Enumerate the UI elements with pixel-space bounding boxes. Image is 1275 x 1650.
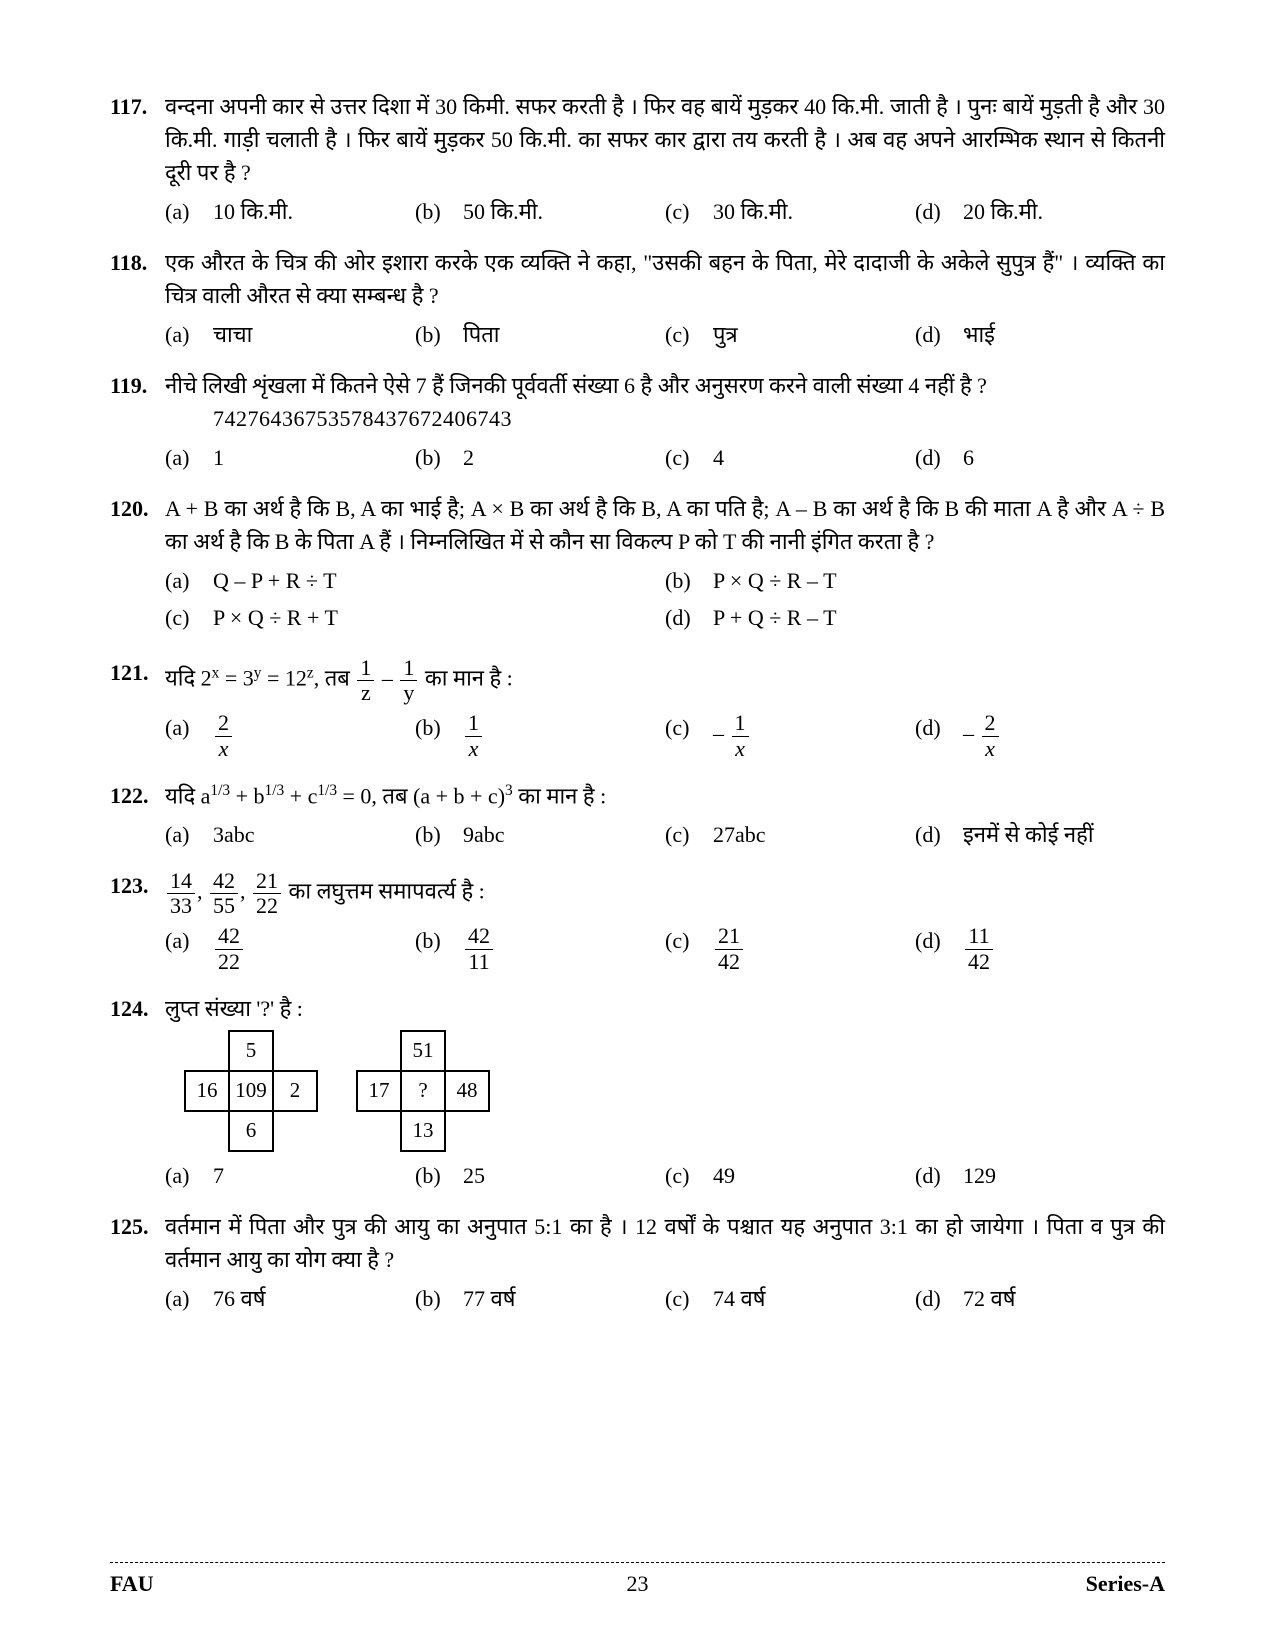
- option-d[interactable]: (d)20 कि.मी.: [915, 195, 1165, 228]
- question-body: नीचे लिखी शृंखला में कितने ऐसे 7 हैं जिन…: [165, 369, 1165, 474]
- option-a[interactable]: (a)Q – P + R ÷ T: [165, 564, 665, 597]
- option-c[interactable]: (c)30 कि.मी.: [665, 195, 915, 228]
- question-123: 123. 1433, 4255, 2122 का लघुत्तम समापवर्…: [110, 869, 1165, 974]
- question-number: 120.: [110, 492, 165, 638]
- question-119: 119. नीचे लिखी शृंखला में कितने ऐसे 7 है…: [110, 369, 1165, 474]
- option-a[interactable]: (a)7: [165, 1159, 415, 1192]
- option-c[interactable]: (c)74 वर्ष: [665, 1282, 915, 1315]
- option-b[interactable]: (b)4211: [415, 924, 665, 973]
- question-body: एक औरत के चित्र की ओर इशारा करके एक व्यक…: [165, 246, 1165, 351]
- option-b[interactable]: (b)50 कि.मी.: [415, 195, 665, 228]
- number-sequence: 74276436753578437672406743: [213, 402, 1165, 435]
- option-c[interactable]: (c)2142: [665, 924, 915, 973]
- option-c[interactable]: (c)27abc: [665, 818, 915, 851]
- options: (a)10 कि.मी. (b)50 कि.मी. (c)30 कि.मी. (…: [165, 195, 1165, 228]
- question-text: A + B का अर्थ है कि B, A का भाई है; A × …: [165, 492, 1165, 558]
- question-text: यदि 2x = 3y = 12z, तब 1z – 1y का मान है …: [165, 656, 1165, 705]
- option-c[interactable]: (c)– 1x: [665, 711, 915, 760]
- option-d[interactable]: (d)– 2x: [915, 711, 1165, 760]
- option-a[interactable]: (a)1: [165, 441, 415, 474]
- option-d[interactable]: (d)इनमें से कोई नहीं: [915, 818, 1165, 851]
- question-body: 1433, 4255, 2122 का लघुत्तम समापवर्त्य ह…: [165, 869, 1165, 974]
- question-122: 122. यदि a1/3 + b1/3 + c1/3 = 0, तब (a +…: [110, 779, 1165, 851]
- option-b[interactable]: (b)1x: [415, 711, 665, 760]
- fraction: 2122: [253, 869, 281, 918]
- options: (a)3abc (b)9abc (c)27abc (d)इनमें से कोई…: [165, 818, 1165, 851]
- question-text: नीचे लिखी शृंखला में कितने ऐसे 7 हैं जिन…: [165, 369, 1165, 402]
- option-b[interactable]: (b)पिता: [415, 318, 665, 351]
- option-a[interactable]: (a)चाचा: [165, 318, 415, 351]
- option-c[interactable]: (c)P × Q ÷ R + T: [165, 601, 665, 634]
- option-a[interactable]: (a)10 कि.मी.: [165, 195, 415, 228]
- options: (a)1 (b)2 (c)4 (d)6: [165, 441, 1165, 474]
- question-124: 124. लुप्त संख्या '?' है : 5 161092 6 51…: [110, 992, 1165, 1192]
- page-footer: FAU 23 Series-A: [110, 1562, 1165, 1600]
- option-b[interactable]: (b)9abc: [415, 818, 665, 851]
- question-text: लुप्त संख्या '?' है :: [165, 992, 1165, 1025]
- question-number: 122.: [110, 779, 165, 851]
- question-text: वर्तमान में पिता और पुत्र की आयु का अनुप…: [165, 1210, 1165, 1276]
- option-d[interactable]: (d)129: [915, 1159, 1165, 1192]
- page-number: 23: [110, 1567, 1165, 1600]
- option-d[interactable]: (d)भाई: [915, 318, 1165, 351]
- option-d[interactable]: (d)6: [915, 441, 1165, 474]
- option-b[interactable]: (b)77 वर्ष: [415, 1282, 665, 1315]
- question-number: 125.: [110, 1210, 165, 1315]
- puzzle-figures: 5 161092 6 51 17?48 13: [185, 1031, 1165, 1151]
- question-body: यदि 2x = 3y = 12z, तब 1z – 1y का मान है …: [165, 656, 1165, 761]
- options: (a)76 वर्ष (b)77 वर्ष (c)74 वर्ष (d)72 व…: [165, 1282, 1165, 1315]
- question-text: वन्दना अपनी कार से उत्तर दिशा में 30 किम…: [165, 90, 1165, 189]
- cross-puzzle-2: 51 17?48 13: [357, 1031, 489, 1151]
- option-b[interactable]: (b)25: [415, 1159, 665, 1192]
- cross-puzzle-1: 5 161092 6: [185, 1031, 317, 1151]
- option-a[interactable]: (a)2x: [165, 711, 415, 760]
- question-body: वर्तमान में पिता और पुत्र की आयु का अनुप…: [165, 1210, 1165, 1315]
- option-a[interactable]: (a)76 वर्ष: [165, 1282, 415, 1315]
- option-d[interactable]: (d)P + Q ÷ R – T: [665, 601, 1165, 634]
- options: (a)7 (b)25 (c)49 (d)129: [165, 1159, 1165, 1192]
- fraction: 1y: [400, 656, 417, 705]
- option-d[interactable]: (d)72 वर्ष: [915, 1282, 1165, 1315]
- option-d[interactable]: (d)1142: [915, 924, 1165, 973]
- question-body: A + B का अर्थ है कि B, A का भाई है; A × …: [165, 492, 1165, 638]
- question-118: 118. एक औरत के चित्र की ओर इशारा करके एक…: [110, 246, 1165, 351]
- question-120: 120. A + B का अर्थ है कि B, A का भाई है;…: [110, 492, 1165, 638]
- option-c[interactable]: (c)पुत्र: [665, 318, 915, 351]
- question-121: 121. यदि 2x = 3y = 12z, तब 1z – 1y का मा…: [110, 656, 1165, 761]
- options: (a)Q – P + R ÷ T (b)P × Q ÷ R – T (c)P ×…: [165, 564, 1165, 638]
- option-a[interactable]: (a)4222: [165, 924, 415, 973]
- question-number: 123.: [110, 869, 165, 974]
- question-body: यदि a1/3 + b1/3 + c1/3 = 0, तब (a + b + …: [165, 779, 1165, 851]
- question-number: 124.: [110, 992, 165, 1192]
- question-number: 118.: [110, 246, 165, 351]
- option-c[interactable]: (c)49: [665, 1159, 915, 1192]
- question-body: वन्दना अपनी कार से उत्तर दिशा में 30 किम…: [165, 90, 1165, 228]
- question-number: 117.: [110, 90, 165, 228]
- question-text: 1433, 4255, 2122 का लघुत्तम समापवर्त्य ह…: [165, 869, 1165, 918]
- question-117: 117. वन्दना अपनी कार से उत्तर दिशा में 3…: [110, 90, 1165, 228]
- question-number: 121.: [110, 656, 165, 761]
- fraction: 1433: [167, 869, 195, 918]
- options: (a)4222 (b)4211 (c)2142 (d)1142: [165, 924, 1165, 973]
- question-number: 119.: [110, 369, 165, 474]
- option-a[interactable]: (a)3abc: [165, 818, 415, 851]
- question-text: यदि a1/3 + b1/3 + c1/3 = 0, तब (a + b + …: [165, 779, 1165, 812]
- option-b[interactable]: (b)P × Q ÷ R – T: [665, 564, 1165, 597]
- question-125: 125. वर्तमान में पिता और पुत्र की आयु का…: [110, 1210, 1165, 1315]
- fraction: 4255: [210, 869, 238, 918]
- options: (a)2x (b)1x (c)– 1x (d)– 2x: [165, 711, 1165, 760]
- fraction: 1z: [357, 656, 374, 705]
- options: (a)चाचा (b)पिता (c)पुत्र (d)भाई: [165, 318, 1165, 351]
- option-c[interactable]: (c)4: [665, 441, 915, 474]
- question-text: एक औरत के चित्र की ओर इशारा करके एक व्यक…: [165, 246, 1165, 312]
- question-body: लुप्त संख्या '?' है : 5 161092 6 51 17?4…: [165, 992, 1165, 1192]
- option-b[interactable]: (b)2: [415, 441, 665, 474]
